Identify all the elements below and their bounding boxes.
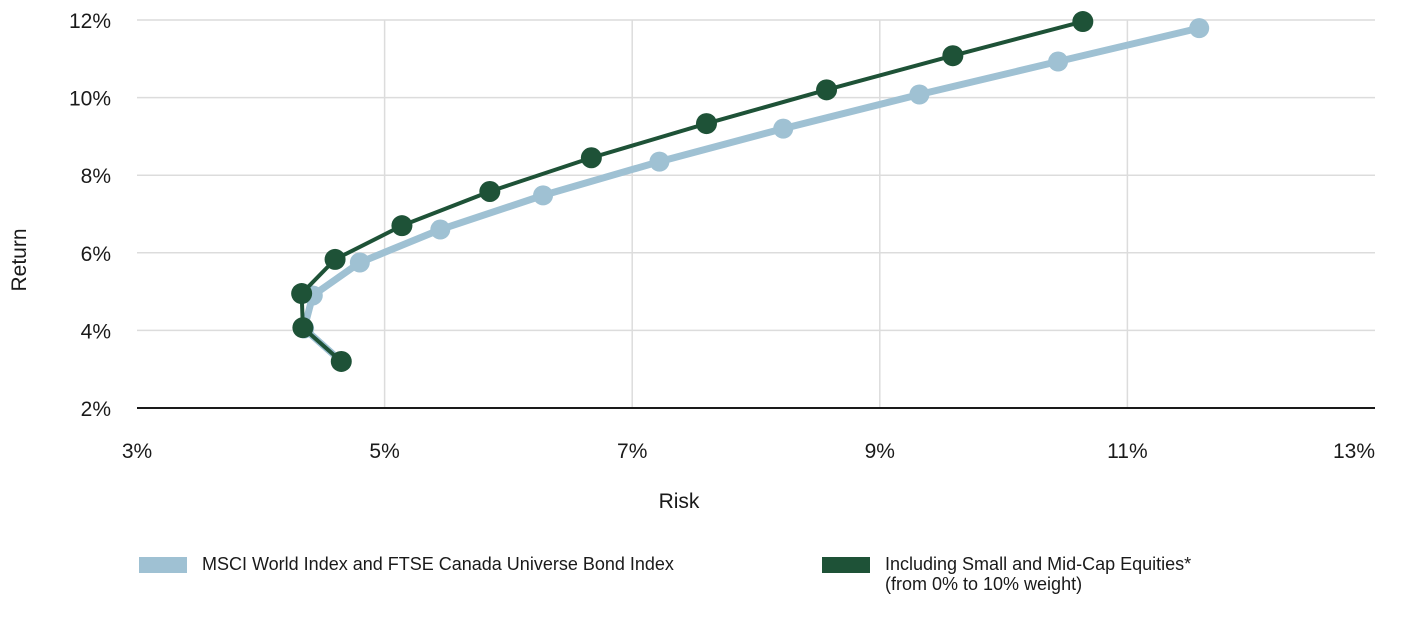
tick-labels: 2% 4% 6% 8% 10% 12% 3% 5% 7% 9% 11% 13%: [69, 10, 1375, 463]
data-point-msci: [1189, 18, 1210, 39]
y-tick-label: 4%: [81, 320, 111, 343]
data-point-small-mid-cap: [292, 317, 314, 339]
x-tick-label: 9%: [865, 440, 895, 463]
x-axis-title: Risk: [659, 490, 700, 513]
x-tick-label: 7%: [617, 440, 647, 463]
legend-label-line1: Including Small and Mid-Cap Equities*: [885, 554, 1192, 574]
data-point-small-mid-cap: [324, 248, 346, 270]
grid-lines: [137, 19, 1375, 408]
data-point-small-mid-cap: [479, 180, 501, 202]
legend-item-small-mid-cap: Including Small and Mid-Cap Equities* (f…: [822, 554, 1191, 594]
y-axis-title: Return: [8, 228, 31, 291]
y-tick-label: 6%: [81, 243, 111, 266]
series-line-small-mid-cap: [299, 19, 1084, 363]
data-point-msci: [1048, 51, 1069, 72]
legend-swatch-small-mid-cap: [822, 557, 870, 573]
y-tick-label: 8%: [81, 165, 111, 188]
data-point-small-mid-cap: [391, 215, 413, 237]
legend-label-line2: (from 0% to 10% weight): [885, 574, 1083, 594]
legend-item-msci: MSCI World Index and FTSE Canada Univers…: [139, 554, 674, 574]
series-line-msci: [300, 24, 1201, 365]
y-tick-label: 10%: [69, 88, 111, 111]
data-point-small-mid-cap: [942, 45, 964, 67]
y-tick-label: 2%: [81, 398, 111, 421]
x-tick-label: 5%: [369, 440, 399, 463]
data-point-small-mid-cap: [1072, 11, 1094, 33]
data-point-small-mid-cap: [291, 283, 313, 305]
x-tick-label: 11%: [1107, 440, 1147, 463]
data-point-small-mid-cap: [330, 350, 352, 372]
data-series: [291, 11, 1210, 372]
data-point-small-mid-cap: [695, 113, 717, 135]
data-point-small-mid-cap: [816, 79, 838, 101]
data-point-msci: [533, 185, 554, 206]
x-tick-label: 13%: [1333, 440, 1375, 463]
legend-swatch-msci: [139, 557, 187, 573]
legend-label-msci: MSCI World Index and FTSE Canada Univers…: [202, 554, 674, 574]
data-point-small-mid-cap: [580, 147, 602, 169]
legend: MSCI World Index and FTSE Canada Univers…: [0, 554, 1417, 614]
data-point-msci: [430, 219, 451, 240]
data-point-msci: [909, 84, 930, 105]
data-point-msci: [773, 118, 794, 139]
data-point-msci: [349, 252, 370, 273]
y-tick-label: 12%: [69, 10, 111, 33]
x-tick-label: 3%: [122, 440, 152, 463]
data-point-msci: [649, 151, 670, 172]
legend-label-small-mid-cap: Including Small and Mid-Cap Equities* (f…: [885, 554, 1191, 594]
